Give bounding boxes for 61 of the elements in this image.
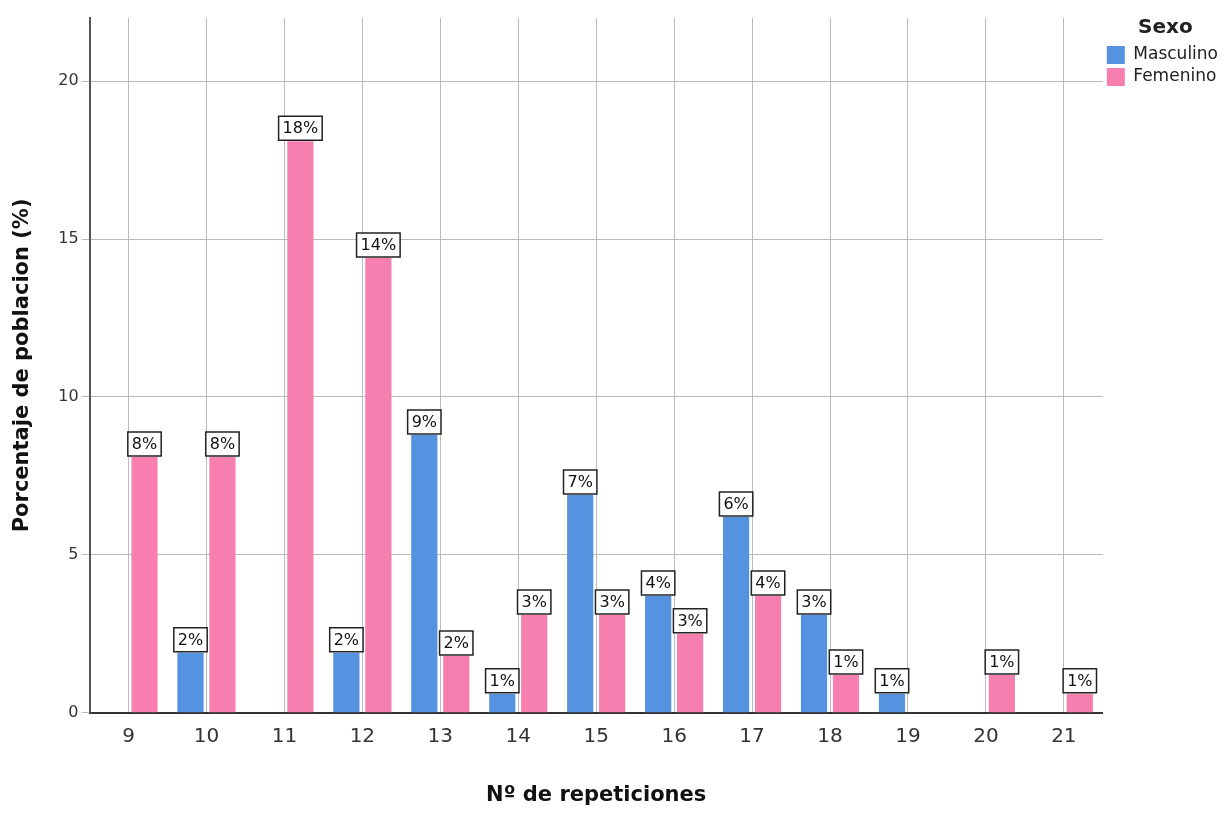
x-tick-label: 15 [583,723,609,747]
data-label: 14% [360,235,397,255]
data-label: 2% [177,629,204,649]
legend-title: Sexo [1138,14,1193,39]
y-tick-label: 15 [58,228,79,248]
bar [677,633,704,713]
bar [177,652,204,713]
y-tick-label: 5 [68,544,79,564]
y-tick-label: 20 [58,70,79,90]
data-label: 3% [521,592,547,612]
x-tick-label: 18 [817,723,843,747]
x-tick-label: 20 [973,723,999,747]
data-label: 1% [489,671,515,691]
data-label: 4% [645,573,671,593]
bar [131,456,158,713]
bar [754,595,782,713]
bar [411,434,438,713]
bar [209,456,236,713]
bar [1066,693,1093,713]
data-label: 8% [131,434,158,454]
y-axis-title: Porcentaje de poblacion (%) [9,198,34,533]
data-label: 18% [282,118,319,138]
x-axis-title: Nº de repeticiones [486,781,707,806]
data-label: 7% [567,472,593,492]
bar [287,141,314,713]
bar [333,652,360,713]
data-label: 3% [801,592,827,612]
bar [832,674,860,713]
bar [489,693,516,713]
x-tick-label: 16 [661,723,687,747]
bar [365,258,392,713]
data-label: 3% [599,592,625,612]
data-label: 6% [723,494,749,514]
data-label: 3% [677,611,703,630]
data-label: 1% [833,652,859,672]
x-tick-label: 14 [505,723,531,747]
x-tick-label: 17 [739,723,765,747]
data-label: 9% [411,412,438,432]
x-tick-label: 13 [427,723,454,747]
y-tick-label: 10 [58,386,79,406]
data-label: 2% [443,633,469,653]
x-tick-label: 11 [271,723,298,747]
legend-label: Femenino [1133,65,1217,86]
x-tick-label: 19 [895,723,921,747]
legend-label: Masculino [1133,43,1218,64]
data-label: 2% [333,629,360,649]
data-label: 1% [1067,671,1093,691]
data-label: 1% [989,652,1015,672]
bar [599,614,626,713]
bar [521,614,548,713]
x-tick-label: 10 [193,723,220,747]
data-label: 1% [879,671,905,691]
data-label: 8% [209,434,236,454]
x-tick-label: 21 [1051,723,1077,747]
data-label: 4% [755,573,781,593]
bar [567,494,594,713]
x-tick-label: 9 [122,723,135,747]
y-tick-label: 0 [68,701,79,721]
bar [443,655,470,713]
bar [878,693,906,713]
x-tick-label: 12 [349,723,376,747]
